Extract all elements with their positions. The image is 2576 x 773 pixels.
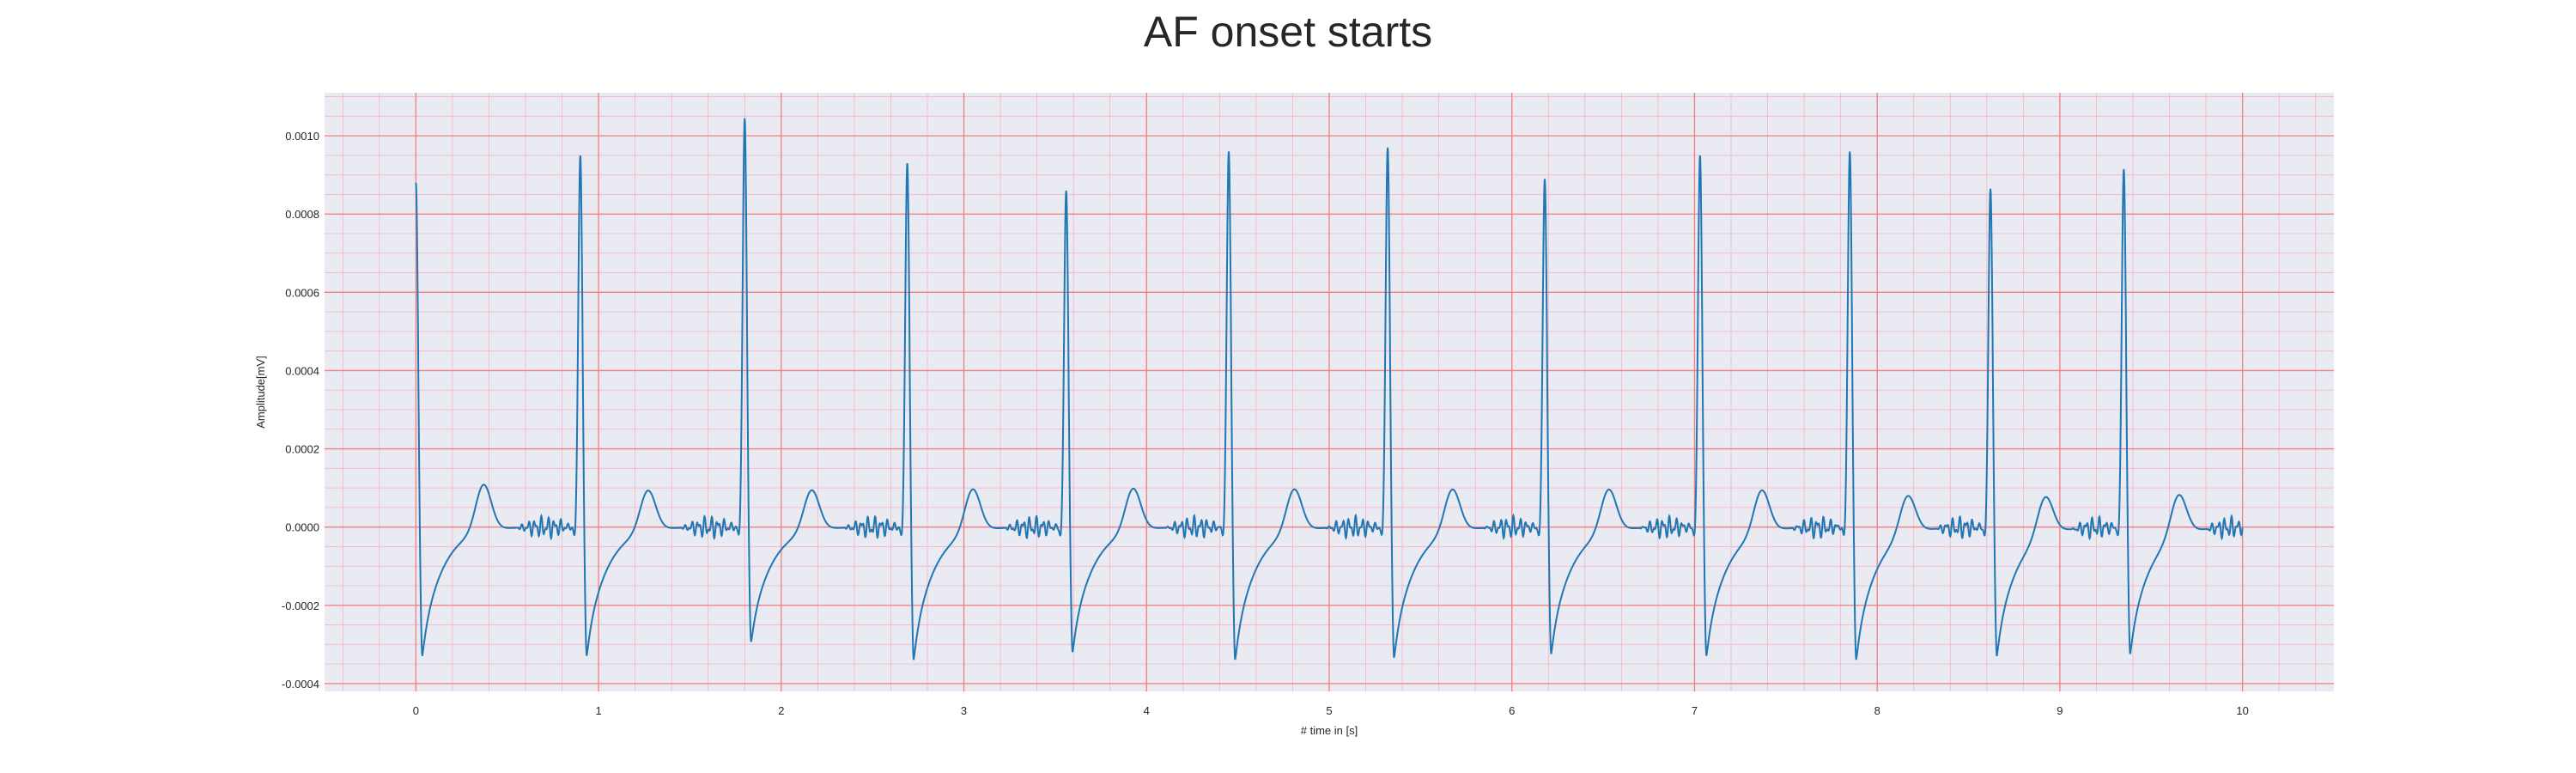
x-tick-label: 3 <box>961 704 967 717</box>
y-tick-label: 0.0000 <box>285 521 319 534</box>
y-tick-label: -0.0002 <box>282 600 319 612</box>
x-tick-label: 1 <box>595 704 601 717</box>
x-tick-label: 10 <box>2236 704 2248 717</box>
x-tick-label: 7 <box>1692 704 1698 717</box>
x-tick-label: 4 <box>1144 704 1150 717</box>
y-axis-label: Amplitude[mV] <box>254 356 267 429</box>
ecg-series-line <box>415 118 2244 660</box>
chart-title: AF onset starts <box>1143 8 1433 56</box>
y-tick-label: -0.0004 <box>282 678 319 691</box>
y-tick-label: 0.0008 <box>285 208 319 221</box>
x-axis-ticks: 0 1 2 3 4 5 6 7 8 9 10 <box>413 704 2249 717</box>
x-tick-label: 6 <box>1509 704 1515 717</box>
x-tick-label: 2 <box>778 704 784 717</box>
x-tick-label: 8 <box>1874 704 1880 717</box>
y-tick-label: 0.0010 <box>285 130 319 143</box>
x-axis-label: # time in [s] <box>1301 724 1358 737</box>
x-tick-label: 5 <box>1326 704 1332 717</box>
x-tick-label: 0 <box>413 704 419 717</box>
y-tick-label: 0.0006 <box>285 286 319 299</box>
x-tick-label: 9 <box>2057 704 2063 717</box>
y-tick-label: 0.0004 <box>285 364 319 377</box>
y-axis-ticks: -0.0004 -0.0002 0.0000 0.0002 0.0004 0.0006 0.… <box>282 130 319 691</box>
y-tick-label: 0.0002 <box>285 443 319 456</box>
major-grid <box>325 93 2334 691</box>
